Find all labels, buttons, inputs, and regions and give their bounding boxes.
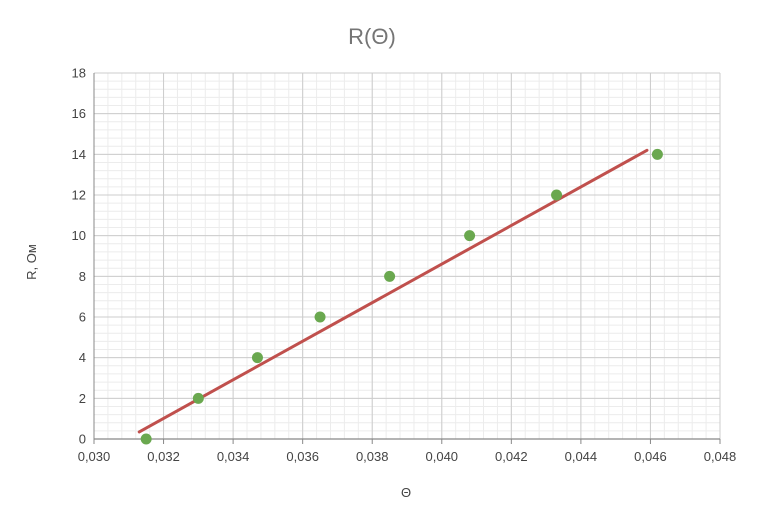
series-layer — [137, 148, 663, 445]
x-tick-label: 0,042 — [495, 449, 528, 464]
x-tick-label: 0,036 — [286, 449, 319, 464]
y-tick-label: 12 — [72, 188, 86, 203]
y-axis-label: R, Ом — [24, 244, 39, 280]
data-point — [384, 270, 396, 282]
x-tick-label: 0,030 — [78, 449, 111, 464]
data-point — [651, 148, 663, 160]
y-tick-label: 6 — [79, 310, 86, 325]
data-point — [464, 230, 476, 242]
y-tick-label: 2 — [79, 391, 86, 406]
x-tick-label: 0,046 — [634, 449, 667, 464]
trend-line — [137, 148, 649, 434]
data-point — [251, 352, 263, 364]
x-tick-label: 0,044 — [565, 449, 598, 464]
x-tick-label: 0,038 — [356, 449, 389, 464]
y-tick-label: 18 — [72, 66, 86, 81]
y-tick-label: 16 — [72, 106, 86, 121]
y-tick-label: 10 — [72, 228, 86, 243]
x-tick-label: 0,040 — [426, 449, 459, 464]
axes — [93, 73, 721, 444]
y-tick-label: 8 — [79, 269, 86, 284]
data-point — [192, 392, 204, 404]
x-tick-label: 0,034 — [217, 449, 250, 464]
data-point — [551, 189, 563, 201]
x-tick-label: 0,032 — [147, 449, 180, 464]
x-tick-label: 0,048 — [704, 449, 737, 464]
x-axis-label: Θ — [401, 485, 411, 500]
data-point — [140, 433, 152, 445]
data-point — [314, 311, 326, 323]
y-tick-label: 4 — [79, 350, 86, 365]
y-tick-labels: 0 2 4 6 8 10 12 14 16 18 — [72, 66, 86, 447]
y-tick-label: 0 — [79, 432, 86, 447]
chart-title: R(Θ) — [348, 24, 396, 49]
x-tick-labels: 0,030 0,032 0,034 0,036 0,038 0,040 0,042 0,044… — [78, 449, 737, 464]
y-tick-label: 14 — [72, 147, 86, 162]
